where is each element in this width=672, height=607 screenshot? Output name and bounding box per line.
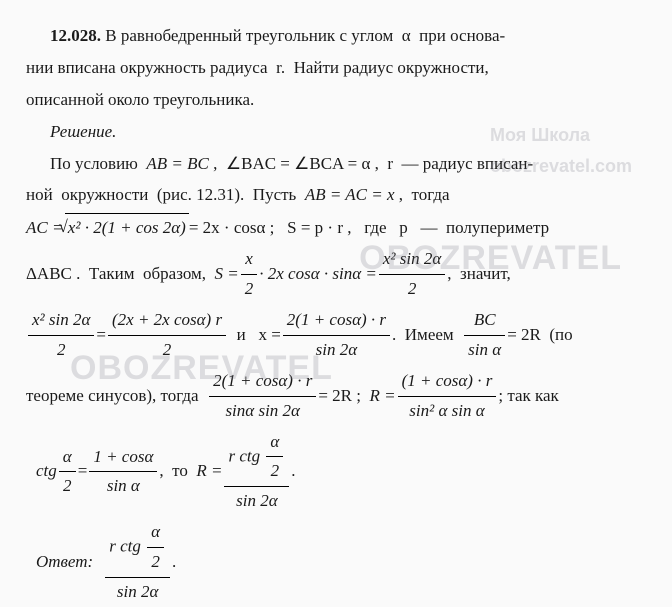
- solution-label: Решение.: [26, 118, 646, 147]
- sol-l4: ΔABC . Таким образом, S = x2 · 2x cosα ·…: [26, 245, 646, 304]
- answer-value: r ctg α2sin 2α: [105, 518, 170, 607]
- problem-number: 12.028.: [50, 26, 101, 45]
- sol-l5: x² sin 2α2 = (2x + 2x cosα) r2 и x = 2(1…: [26, 306, 646, 365]
- sol-l3: AC = x² · 2(1 + cos 2α) = 2x · cosα ; S …: [26, 213, 646, 243]
- sol-l7: ctg α2 = 1 + cosαsin α , то R = r ctg α2…: [26, 428, 646, 517]
- problem-l2: нии вписана окружность радиуса r. Найти …: [26, 54, 646, 83]
- answer-row: Ответ: r ctg α2sin 2α .: [26, 518, 646, 607]
- sol-l2: ной окружности (рис. 12.31). Пусть AB = …: [26, 181, 646, 210]
- answer-label: Ответ:: [36, 548, 93, 577]
- problem-l3: описанной около треугольника.: [26, 86, 646, 115]
- sol-l1: По условию AB = BC , ∠BAC = ∠BCA = α , r…: [26, 150, 646, 179]
- problem-statement: 12.028. В равнобедренный треугольник с у…: [26, 22, 646, 51]
- sol-l6: теореме синусов), тогда 2(1 + cosα) · rs…: [26, 367, 646, 426]
